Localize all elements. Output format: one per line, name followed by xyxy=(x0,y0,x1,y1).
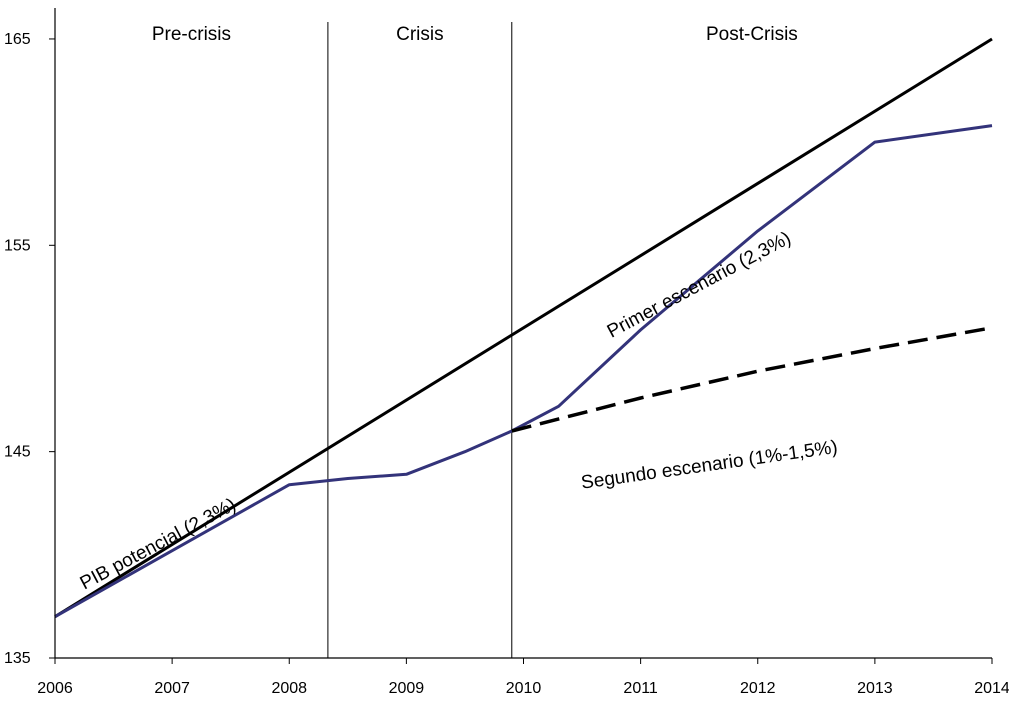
series-label: Segundo escenario (1%-1,5%) xyxy=(580,437,839,494)
x-tick-label: 2007 xyxy=(154,680,190,697)
x-tick-label: 2012 xyxy=(740,680,776,697)
x-tick-label: 2011 xyxy=(623,680,658,697)
period-label: Crisis xyxy=(396,24,444,45)
x-tick-label: 2006 xyxy=(37,680,73,697)
x-tick-label: 2010 xyxy=(506,680,542,697)
x-tick-label: 2014 xyxy=(974,680,1009,697)
x-tick-label: 2013 xyxy=(857,680,893,697)
y-tick-label: 155 xyxy=(4,237,31,254)
x-tick-label: 2008 xyxy=(271,680,307,697)
period-label: Pre-crisis xyxy=(152,24,231,45)
series-label: Primer escenario (2,3%) xyxy=(604,228,795,343)
series-line-2 xyxy=(54,124,993,619)
y-tick-label: 135 xyxy=(4,650,31,667)
x-tick-label: 2009 xyxy=(389,680,425,697)
series-label: PIB potencial (2,3%) xyxy=(77,494,240,594)
series-line-1 xyxy=(54,37,993,618)
period-label: Post-Crisis xyxy=(706,24,798,45)
series-line-3 xyxy=(511,326,993,433)
period-dividers xyxy=(327,22,513,658)
y-axis-ticks: 135 145 155 165 xyxy=(4,31,55,667)
series-lines xyxy=(54,37,993,619)
x-axis-ticks: 2006 2007 2008 2009 2010 2011 2012 2013 2014 xyxy=(37,658,1009,697)
y-tick-label: 165 xyxy=(4,31,31,48)
y-tick-label: 145 xyxy=(4,444,31,461)
axes xyxy=(54,8,992,659)
period-labels: Pre-crisis Crisis Post-Crisis xyxy=(152,24,798,45)
